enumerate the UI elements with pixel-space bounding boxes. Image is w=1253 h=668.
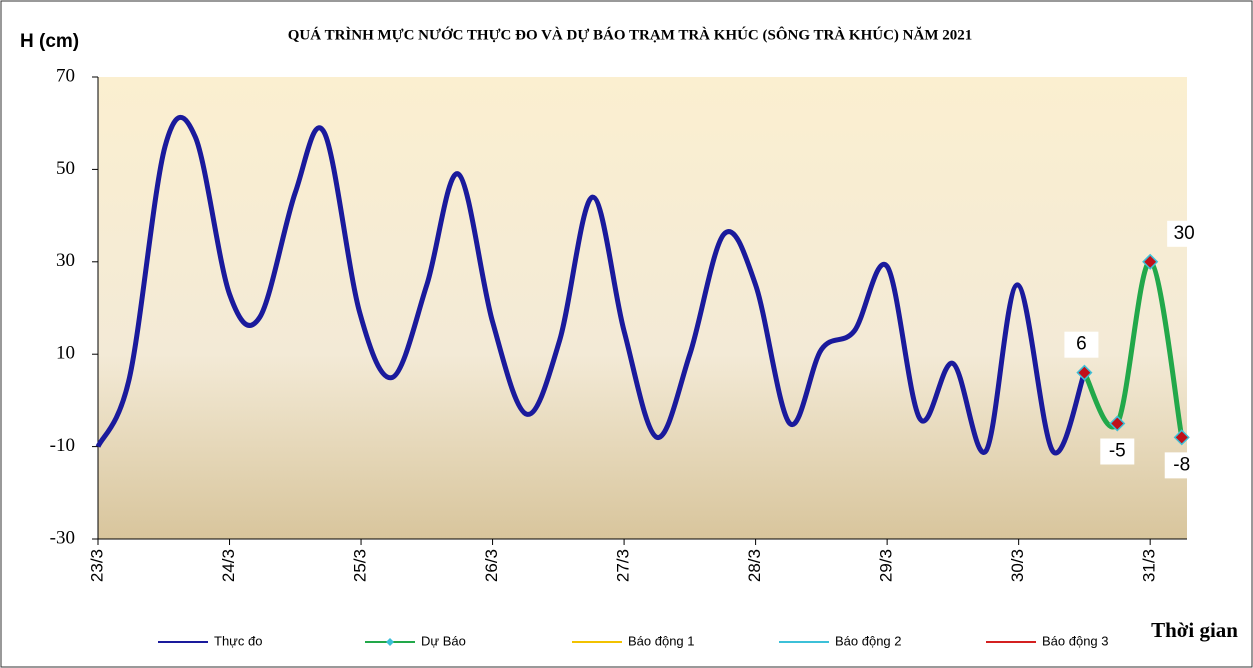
label-bg [1100,438,1135,465]
plot-area [98,77,1187,539]
legend-label: Dự Báo [421,633,466,648]
series-line [95,115,1087,456]
point-marker [1076,364,1093,381]
x-tick-label: 28/3 [745,549,764,582]
label-bg [1164,452,1199,479]
x-tick-label: 29/3 [877,549,896,582]
point-marker [1142,253,1159,270]
series-line [1082,259,1185,438]
data-label: 6 [1076,334,1087,355]
legend-label: Thực đo [214,633,262,648]
y-axis-label: H (cm) [20,31,79,52]
point-marker [1173,429,1190,446]
legend-label: Báo động 3 [1042,633,1109,648]
y-tick-label: 70 [56,65,75,86]
x-tick-label: 23/3 [87,549,106,582]
x-axis-label: Thời gian [1151,618,1238,642]
data-label: 30 [1174,223,1195,244]
x-tick-label: 30/3 [1008,549,1027,582]
y-tick-label: 50 [56,158,75,179]
point-marker [1109,415,1126,432]
x-tick-label: 27/3 [614,549,633,582]
legend-label: Báo động 2 [835,633,902,648]
y-tick-label: 10 [56,343,75,364]
label-bg [1064,331,1099,358]
y-tick-label: -30 [50,527,75,548]
x-tick-label: 24/3 [219,549,238,582]
y-tick-label: 30 [56,250,75,271]
data-label: -8 [1173,454,1190,475]
y-tick-label: -10 [50,435,75,456]
x-tick-label: 26/3 [482,549,501,582]
label-bg [1167,220,1202,247]
x-tick-label: 31/3 [1140,549,1159,582]
data-label: -5 [1109,441,1126,462]
x-tick-label: 25/3 [351,549,370,582]
chart-title: QUÁ TRÌNH MỰC NƯỚC THỰC ĐO VÀ DỰ BÁO TRẠ… [288,26,972,43]
legend-marker [386,638,394,646]
legend-label: Báo động 1 [628,633,695,648]
